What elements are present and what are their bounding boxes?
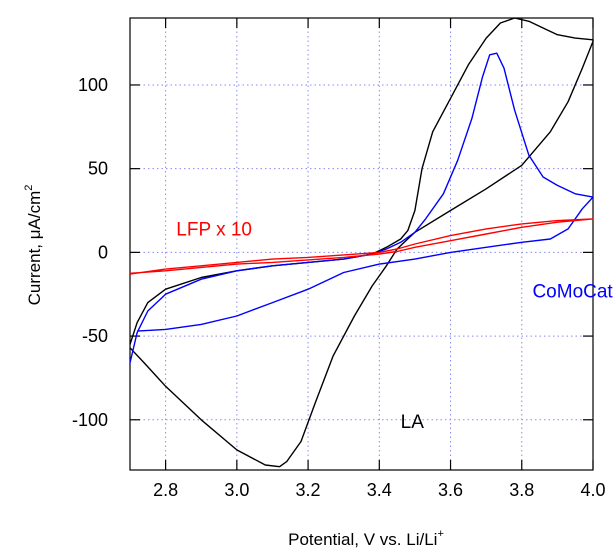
x-tick-label: 3.8	[509, 480, 534, 500]
annotation-comocat: CoMoCat	[532, 282, 613, 303]
x-axis-title-text: Potential, V vs. Li/Li	[288, 530, 437, 549]
series-group	[129, 17, 594, 468]
y-tick-label: -50	[82, 326, 108, 346]
x-tick-label: 3.6	[438, 480, 463, 500]
y-tick-label: 50	[88, 159, 108, 179]
axis-ticks	[130, 18, 594, 470]
x-tick-label: 2.8	[153, 480, 178, 500]
x-tick-label: 3.4	[367, 480, 392, 500]
series-comocat	[129, 52, 594, 364]
y-axis-title: Current, μA/cm2	[23, 185, 44, 306]
x-tick-label: 3.0	[224, 480, 249, 500]
x-axis-title: Potential, V vs. Li/Li+	[288, 528, 444, 549]
grid-lines	[130, 18, 593, 470]
y-tick-label: 100	[78, 75, 108, 95]
annotation-lfp-x-10: LFP x 10	[176, 220, 252, 241]
tick-labels: 2.8 3.0 3.2 3.4 3.6 3.8 4.0 -100 -50 0 50 100	[72, 75, 606, 500]
series-lfp-x-10	[129, 218, 594, 275]
x-tick-label: 3.2	[296, 480, 321, 500]
y-tick-label: 0	[98, 242, 108, 262]
y-tick-label: -100	[72, 410, 108, 430]
annotations: LFP x 10 CoMoCat LA	[176, 220, 613, 434]
annotation-la: LA	[401, 412, 425, 433]
y-axis-title-text: Current, μA/cm	[25, 191, 44, 306]
x-tick-label: 4.0	[580, 480, 605, 500]
x-axis-title-sup: +	[437, 528, 443, 540]
plot-frame	[129, 17, 594, 471]
y-axis-title-sup: 2	[23, 185, 35, 191]
